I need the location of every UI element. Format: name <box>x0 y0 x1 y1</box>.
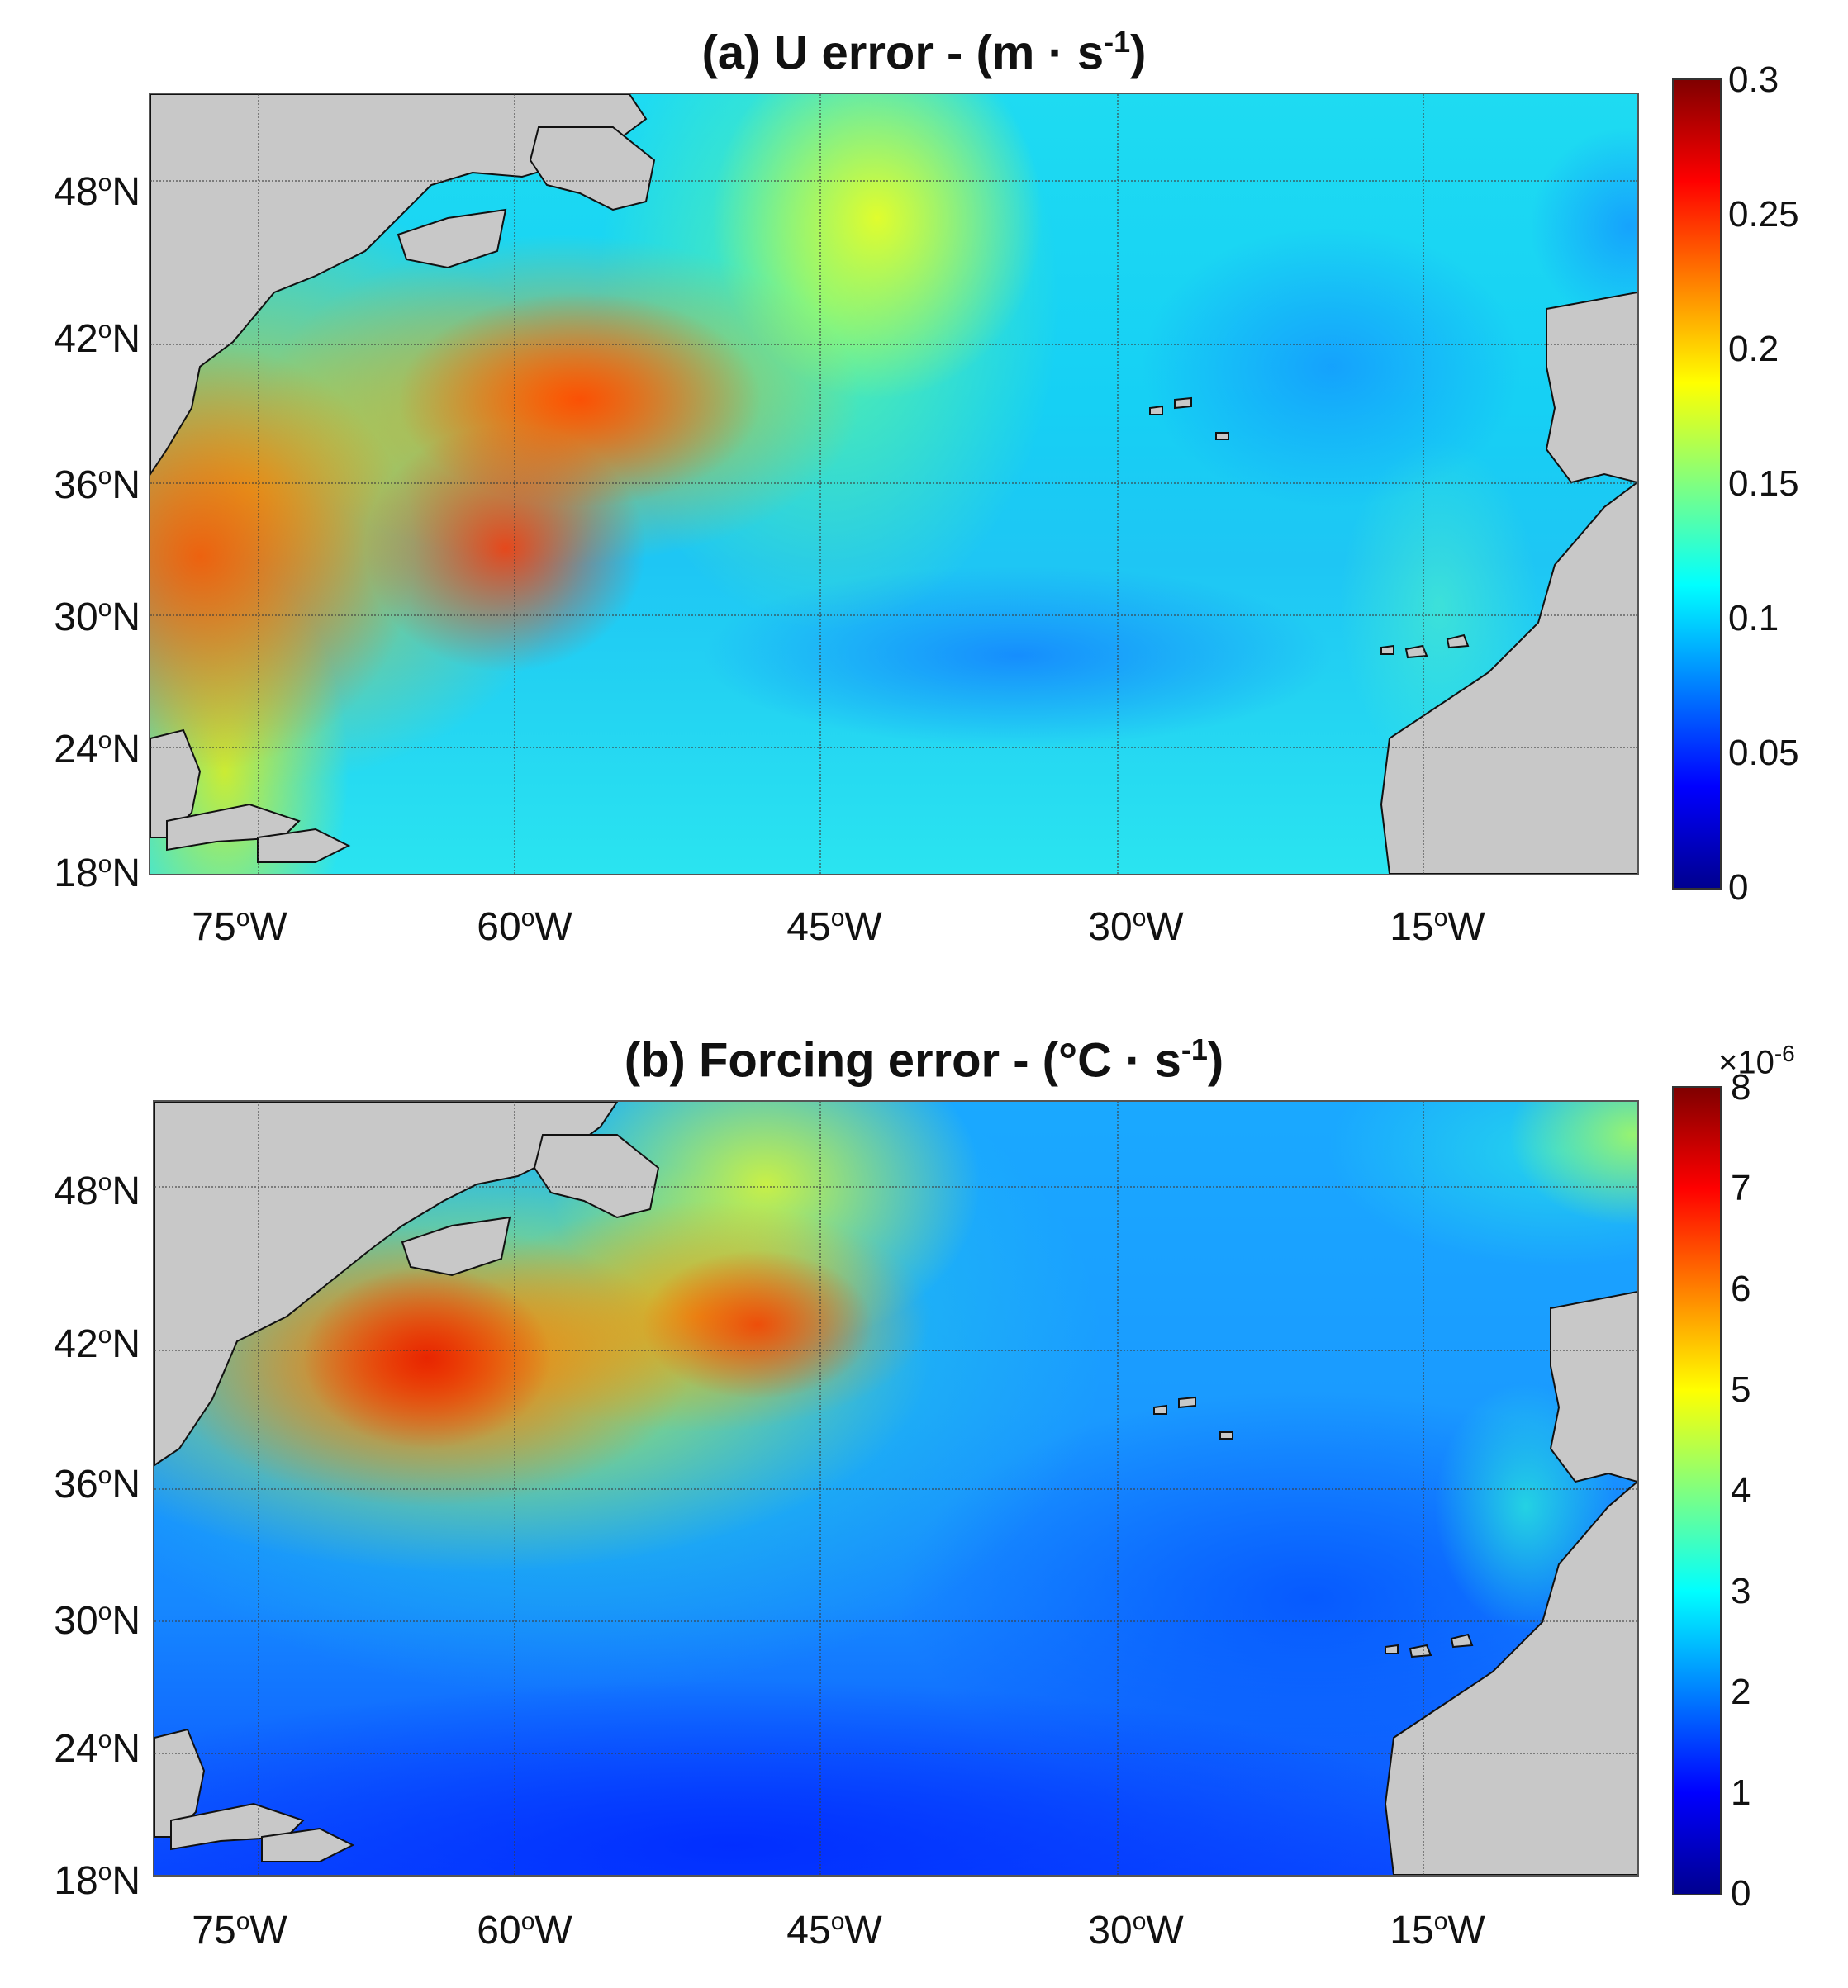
panel-a-lon-label: 45oW <box>786 904 882 949</box>
panel-b-lon-label: 45oW <box>786 1908 882 1952</box>
panel-a-title-exponent: -1 <box>1104 25 1131 59</box>
panel-a-colorbar-tick: 0 <box>1728 867 1749 908</box>
panel-a-nova-scotia <box>397 208 507 269</box>
panel-b-lon-label: 15oW <box>1390 1908 1485 1952</box>
panel-a-colorbar-tick: 0.25 <box>1728 194 1799 235</box>
panel-a-newfoundland <box>529 126 656 211</box>
panel-b-iberia <box>1549 1290 1637 1483</box>
panel-b-nova-scotia <box>401 1216 511 1277</box>
panel-b-colorbar-tick: 3 <box>1731 1571 1751 1611</box>
panel-b-colorbar-exponent: ×10-6 <box>1718 1041 1795 1081</box>
panel-b-grid-h <box>154 1753 1637 1754</box>
panel-a-colorbar <box>1672 78 1722 890</box>
panel-b-lat-label: 48oN <box>54 1169 140 1213</box>
panel-b-map <box>153 1100 1639 1877</box>
panel-a-title-close: ) <box>1130 26 1147 80</box>
panel-b-grid-h <box>154 1186 1637 1188</box>
panel-b-grid-h <box>154 1488 1637 1490</box>
panel-b-title: (b) Forcing error - (°C · s-1) <box>0 1032 1848 1088</box>
panel-a-lat-label: 48oN <box>54 169 140 214</box>
panel-b-lat-label: 36oN <box>54 1462 140 1506</box>
panel-b-lat-label: 24oN <box>54 1726 140 1771</box>
panel-a-colorbar-tick: 0.1 <box>1728 598 1779 638</box>
panel-a-lon-label: 15oW <box>1390 904 1485 949</box>
panel-a-grid-v <box>1117 94 1119 874</box>
panel-a-florida <box>150 728 202 838</box>
panel-a-title-text: (a) U error - (m · s <box>701 26 1105 80</box>
panel-b-colorbar-tick: 8 <box>1731 1067 1751 1108</box>
panel-a: (a) U error - (m · s-1) 48oN 42oN 36oN 3… <box>0 0 1848 991</box>
panel-a-colorbar-tick: 0.05 <box>1728 733 1799 773</box>
panel-b-lat-label: 18oN <box>54 1858 140 1903</box>
panel-a-title: (a) U error - (m · s-1) <box>0 25 1848 80</box>
panel-b-lon-label: 75oW <box>192 1908 287 1952</box>
panel-a-grid-h <box>150 482 1637 484</box>
panel-b-lon-label: 60oW <box>477 1908 572 1952</box>
panel-b-florida <box>154 1728 206 1838</box>
panel-a-land <box>150 94 1637 874</box>
panel-b-title-exponent: -1 <box>1181 1032 1208 1066</box>
panel-b-newfoundland <box>533 1134 660 1219</box>
panel-a-lon-label: 75oW <box>192 904 287 949</box>
panel-a-africa <box>1380 481 1637 874</box>
panel-a-grid-h <box>150 614 1637 616</box>
panel-a-lat-label: 36oN <box>54 463 140 507</box>
panel-b-grid-h <box>154 1620 1637 1622</box>
panel-a-colorbar-tick: 0.15 <box>1728 463 1799 504</box>
panel-a-canaries <box>1380 633 1470 659</box>
panel-b-africa <box>1384 1480 1637 1875</box>
panel-b-lat-label: 42oN <box>54 1321 140 1366</box>
panel-b-azores <box>1153 1396 1233 1440</box>
panel-b-grid-h <box>154 1350 1637 1351</box>
panel-a-lat-label: 42oN <box>54 316 140 361</box>
panel-a-map <box>149 93 1639 875</box>
panel-b-title-text: (b) Forcing error - (°C · s <box>624 1033 1181 1088</box>
panel-a-colorbar-tick: 0.2 <box>1728 329 1779 369</box>
panel-b-hispaniola <box>261 1827 355 1862</box>
panel-a-iberia <box>1545 291 1637 484</box>
panel-b-colorbar-tick: 4 <box>1731 1470 1751 1511</box>
panel-a-lat-label: 30oN <box>54 595 140 639</box>
panel-a-grid-v <box>514 94 515 874</box>
panel-b: (b) Forcing error - (°C · s-1) 48oN 42oN… <box>0 991 1848 1988</box>
panel-b-colorbar-tick: 0 <box>1731 1873 1751 1914</box>
panel-b-colorbar-tick: 6 <box>1731 1269 1751 1309</box>
panel-b-land <box>154 1102 1637 1875</box>
panel-a-lat-label: 24oN <box>54 727 140 771</box>
panel-b-colorbar <box>1672 1086 1722 1895</box>
panel-a-colorbar-tick: 0.3 <box>1728 59 1779 100</box>
panel-b-colorbar-tick: 7 <box>1731 1168 1751 1208</box>
panel-b-colorbar-tick: 5 <box>1731 1369 1751 1410</box>
panel-a-lat-label: 18oN <box>54 851 140 895</box>
panel-b-colorbar-tick: 2 <box>1731 1672 1751 1712</box>
panel-b-canaries <box>1385 1633 1474 1658</box>
panel-a-lon-label: 30oW <box>1088 904 1184 949</box>
panel-a-grid-h <box>150 344 1637 345</box>
panel-a-grid-v <box>819 94 821 874</box>
panel-a-grid-v <box>258 94 259 874</box>
panel-b-title-close: ) <box>1207 1033 1224 1088</box>
panel-a-grid-h <box>150 180 1637 182</box>
panel-b-lat-label: 30oN <box>54 1598 140 1643</box>
panel-a-grid-v <box>1423 94 1424 874</box>
panel-a-grid-h <box>150 747 1637 748</box>
panel-a-lon-label: 60oW <box>477 904 572 949</box>
panel-a-azores <box>1149 396 1229 440</box>
panel-b-colorbar-tick: 1 <box>1731 1772 1751 1813</box>
panel-b-lon-label: 30oW <box>1088 1908 1184 1952</box>
